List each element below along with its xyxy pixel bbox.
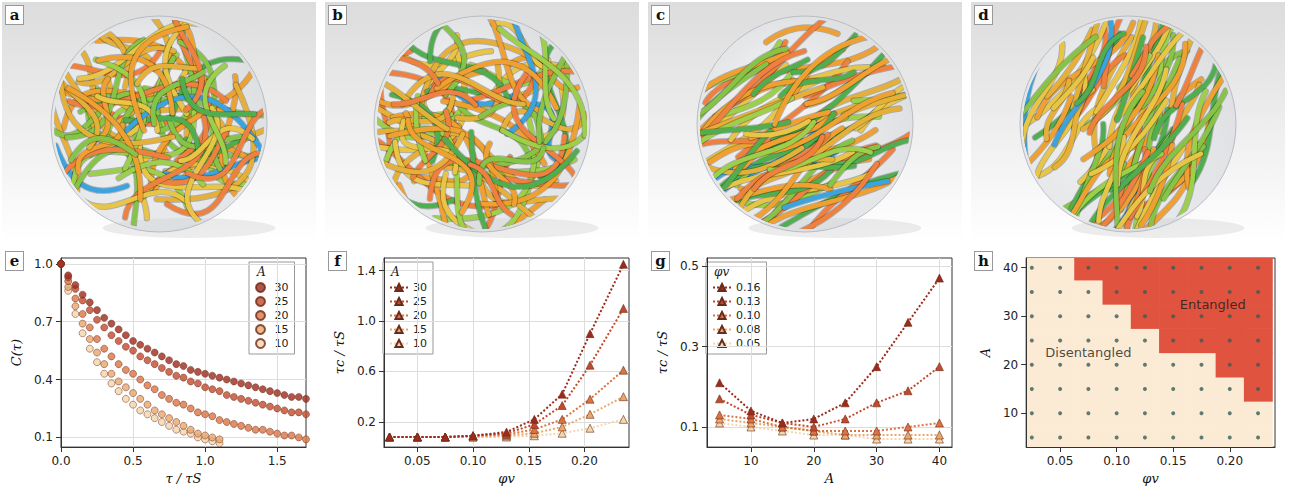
- svg-text:0.08: 0.08: [736, 323, 761, 336]
- svg-text:0.10: 0.10: [1103, 454, 1130, 468]
- svg-text:0.6: 0.6: [357, 364, 376, 378]
- svg-text:Entangled: Entangled: [1180, 297, 1246, 312]
- svg-text:0.0: 0.0: [51, 454, 70, 468]
- svg-text:0.5: 0.5: [124, 454, 143, 468]
- svg-text:30: 30: [413, 281, 427, 294]
- svg-text:τc / τS: τc / τS: [332, 331, 347, 374]
- svg-text:0.15: 0.15: [1160, 454, 1187, 468]
- svg-text:1.0: 1.0: [196, 454, 215, 468]
- svg-text:10: 10: [1003, 406, 1018, 420]
- svg-text:A: A: [978, 348, 993, 358]
- svg-text:C(τ): C(τ): [9, 339, 24, 366]
- svg-text:0.1: 0.1: [680, 420, 699, 434]
- svg-text:0.20: 0.20: [571, 454, 598, 468]
- svg-text:25: 25: [275, 295, 289, 308]
- svg-text:1.0: 1.0: [34, 257, 53, 271]
- html-text:f: f: [334, 252, 341, 270]
- svg-text:20: 20: [806, 454, 821, 468]
- svg-text:1.0: 1.0: [357, 314, 376, 328]
- svg-text:10: 10: [275, 337, 289, 350]
- html-text:g: g: [655, 252, 666, 270]
- svg-text:τc / τS: τc / τS: [655, 331, 670, 374]
- svg-text:A: A: [824, 471, 834, 486]
- svg-text:1.5: 1.5: [268, 454, 287, 468]
- html-text:h: h: [978, 252, 989, 270]
- svg-text:15: 15: [275, 323, 289, 336]
- svg-text:0.5: 0.5: [680, 259, 699, 273]
- svg-text:A: A: [390, 265, 400, 279]
- svg-text:1.4: 1.4: [357, 264, 376, 278]
- svg-text:0.05: 0.05: [736, 337, 761, 350]
- svg-text:A: A: [256, 265, 266, 279]
- svg-text:0.7: 0.7: [34, 315, 53, 329]
- svg-text:40: 40: [1003, 261, 1018, 275]
- svg-text:τ / τS: τ / τS: [166, 471, 202, 486]
- svg-text:0.2: 0.2: [357, 415, 376, 429]
- svg-text:0.10: 0.10: [460, 454, 487, 468]
- svg-text:0.1: 0.1: [34, 430, 53, 444]
- svg-text:0.10: 0.10: [736, 309, 761, 322]
- html-text:b: b: [332, 6, 343, 24]
- svg-text:φv: φv: [714, 265, 729, 279]
- svg-text:10: 10: [413, 337, 427, 350]
- html-text:a: a: [9, 6, 20, 24]
- svg-text:0.15: 0.15: [515, 454, 542, 468]
- html-text:e: e: [9, 252, 20, 270]
- svg-text:20: 20: [275, 309, 289, 322]
- html-text:c: c: [655, 6, 666, 24]
- svg-text:0.16: 0.16: [736, 281, 761, 294]
- svg-text:0.05: 0.05: [404, 454, 431, 468]
- svg-text:0.20: 0.20: [1216, 454, 1243, 468]
- svg-text:30: 30: [275, 281, 289, 294]
- svg-text:20: 20: [413, 309, 427, 322]
- svg-text:15: 15: [413, 323, 427, 336]
- svg-text:φv: φv: [498, 471, 515, 486]
- svg-text:φv: φv: [1142, 471, 1159, 486]
- svg-text:0.3: 0.3: [680, 340, 699, 354]
- svg-text:10: 10: [743, 454, 758, 468]
- svg-text:Disentangled: Disentangled: [1045, 345, 1131, 360]
- svg-text:0.05: 0.05: [1047, 454, 1074, 468]
- svg-text:0.13: 0.13: [736, 295, 761, 308]
- svg-text:25: 25: [413, 295, 427, 308]
- svg-text:30: 30: [1003, 309, 1018, 323]
- svg-text:0.4: 0.4: [34, 373, 53, 387]
- svg-text:40: 40: [932, 454, 947, 468]
- svg-text:30: 30: [869, 454, 884, 468]
- svg-text:20: 20: [1003, 358, 1018, 372]
- html-text:d: d: [978, 6, 989, 24]
